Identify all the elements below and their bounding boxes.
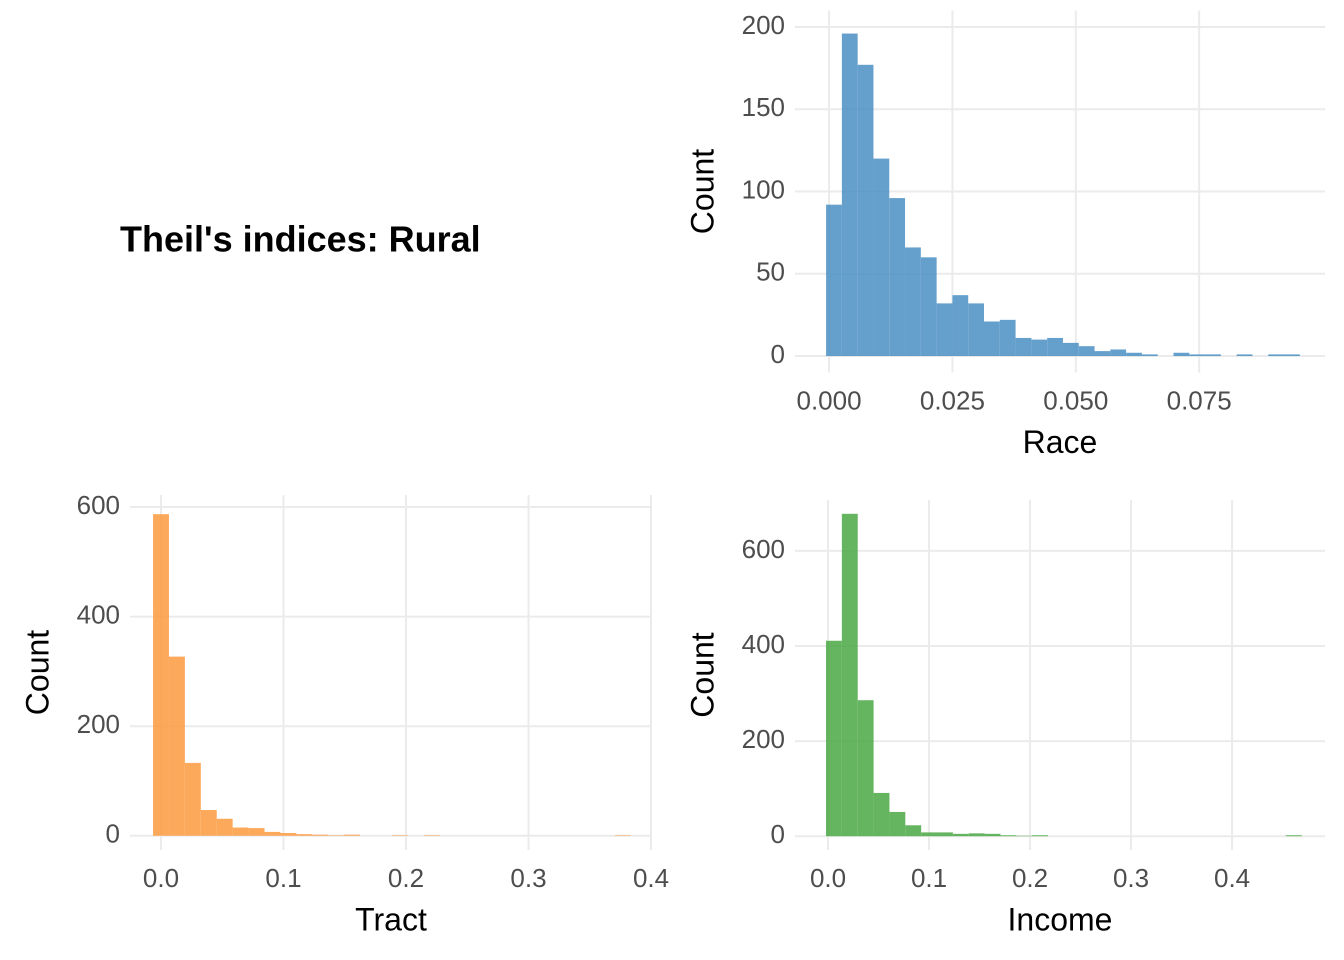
y-tick-label: 0 <box>771 339 785 369</box>
y-tick-label: 100 <box>742 174 785 204</box>
histogram-bar <box>857 64 874 357</box>
histogram-bar <box>952 833 969 837</box>
histogram-bar <box>984 321 1000 357</box>
y-tick-label: 0 <box>771 819 785 849</box>
histogram-bar <box>423 835 440 836</box>
histogram-bar <box>841 513 858 837</box>
x-tick-label: 0.4 <box>1214 863 1250 893</box>
y-axis-title: Count <box>684 149 720 235</box>
y-tick-label: 200 <box>742 10 785 40</box>
histogram-bar <box>1126 352 1142 357</box>
histogram-bar <box>1284 354 1300 357</box>
histogram-bar <box>1285 835 1302 837</box>
histogram-bar <box>1062 342 1079 357</box>
x-axis-title: Tract <box>355 901 427 937</box>
y-axis-title: Count <box>684 632 720 718</box>
histogram-bar <box>1032 835 1049 837</box>
histogram-bar <box>1189 354 1206 357</box>
histogram-bar <box>999 319 1016 357</box>
y-tick-label: 600 <box>77 490 120 520</box>
histogram-bar <box>280 833 297 836</box>
y-tick-label: 200 <box>77 709 120 739</box>
x-tick-label: 0.050 <box>1043 385 1108 415</box>
histogram-bar <box>248 828 265 836</box>
histogram-bar <box>344 834 361 836</box>
histogram-bar <box>1000 835 1017 837</box>
histogram-bar <box>952 295 969 357</box>
histogram-bar <box>1110 349 1127 357</box>
x-tick-label: 0.025 <box>920 385 985 415</box>
histogram-bar <box>168 656 185 836</box>
histogram-bar <box>826 640 842 837</box>
histogram-bar <box>296 834 313 836</box>
histogram-bar <box>1173 352 1190 357</box>
y-tick-label: 200 <box>742 724 785 754</box>
histogram-bar <box>968 303 985 357</box>
histogram-bar <box>391 835 408 836</box>
histogram-bar <box>1094 351 1111 357</box>
x-tick-label: 0.1 <box>265 863 301 893</box>
histogram-bar <box>905 247 921 357</box>
x-tick-label: 0.1 <box>911 863 947 893</box>
histogram-bar <box>889 198 906 357</box>
histogram-bar <box>1141 354 1158 357</box>
histogram-bar <box>153 514 169 836</box>
histogram-bar <box>1236 354 1253 357</box>
x-axis-title: Race <box>1023 424 1098 460</box>
histogram-bar <box>873 792 890 837</box>
histogram-bar <box>1268 354 1285 357</box>
histogram-bar <box>873 158 890 357</box>
histogram-bar <box>328 835 345 836</box>
histogram-bar <box>857 700 874 837</box>
histogram-bar <box>889 811 906 837</box>
y-tick-label: 400 <box>77 599 120 629</box>
x-tick-label: 0.2 <box>1012 863 1048 893</box>
histogram-bar <box>216 818 233 836</box>
y-tick-label: 600 <box>742 534 785 564</box>
histogram-bar <box>921 832 938 837</box>
histogram-bar <box>841 33 858 357</box>
x-tick-label: 0.2 <box>388 863 424 893</box>
histogram-bar <box>1015 337 1032 357</box>
histogram-bar <box>264 831 281 836</box>
histogram-bar <box>984 833 1001 837</box>
histogram-bar <box>1205 354 1221 357</box>
x-tick-label: 0.3 <box>510 863 546 893</box>
histogram-bar <box>936 303 953 357</box>
histogram-bar <box>1031 339 1048 357</box>
histogram-bar <box>826 204 842 357</box>
x-axis-title: Income <box>1008 901 1113 937</box>
histogram-bar <box>905 825 922 837</box>
x-tick-label: 0.075 <box>1167 385 1232 415</box>
histogram-bar <box>920 257 937 357</box>
x-tick-label: 0.4 <box>633 863 669 893</box>
histogram-bar <box>200 810 217 836</box>
histogram-bar <box>184 762 201 836</box>
x-tick-label: 0.000 <box>797 385 862 415</box>
histogram-bar <box>968 833 985 837</box>
histogram-bar <box>1047 337 1063 357</box>
y-tick-label: 150 <box>742 92 785 122</box>
histogram-bar <box>1078 346 1095 357</box>
y-tick-label: 50 <box>756 257 785 287</box>
histogram-bar <box>614 835 631 836</box>
histogram-bar <box>232 827 249 836</box>
x-tick-label: 0.0 <box>143 863 179 893</box>
y-tick-label: 0 <box>106 819 120 849</box>
x-tick-label: 0.0 <box>810 863 846 893</box>
histogram-bar <box>937 832 953 837</box>
figure-title: Theil's indices: Rural <box>120 219 481 260</box>
histogram-bar <box>312 834 329 836</box>
y-axis-title: Count <box>19 630 55 716</box>
y-tick-label: 400 <box>742 629 785 659</box>
x-tick-label: 0.3 <box>1113 863 1149 893</box>
